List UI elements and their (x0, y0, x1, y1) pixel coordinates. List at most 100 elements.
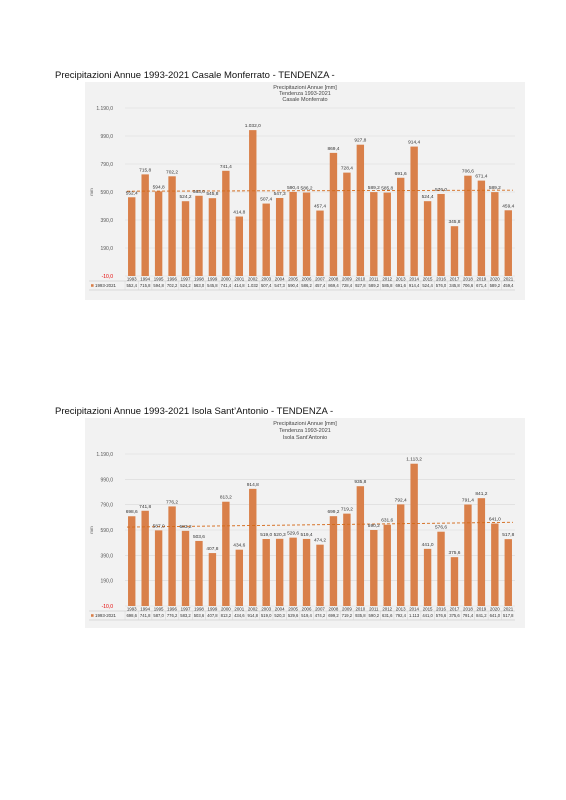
bar (235, 216, 244, 276)
data-label: 590,4 (287, 185, 299, 191)
bar (356, 486, 365, 606)
data-label: 529,6 (287, 531, 299, 537)
data-label: 698,6 (126, 509, 138, 515)
x-tick-label: 2003 (261, 277, 271, 282)
y-tick-label: 590,0 (100, 190, 113, 196)
y-tick-label: -10,0 (102, 604, 114, 610)
data-label: 414,8 (233, 210, 245, 216)
chart-title-line: Precipitazioni Annue [mm] (273, 421, 337, 427)
table-cell: 841,2 (476, 613, 487, 618)
x-tick-label: 2016 (436, 607, 446, 612)
trend-line (126, 189, 514, 192)
table-cell: 576,6 (436, 613, 447, 618)
x-tick-label: 1997 (181, 607, 191, 612)
data-label: 583,2 (180, 524, 192, 530)
x-tick-label: 2005 (288, 607, 298, 612)
y-tick-label: 190,0 (100, 246, 113, 252)
data-label: 576,0 (435, 187, 447, 193)
bar (437, 531, 445, 606)
table-cell: 457,4 (315, 283, 326, 288)
bar-chart-isola: Precipitazioni Annue [mm]Tendenza 1993-2… (89, 421, 515, 621)
table-cell: 869,4 (328, 283, 339, 288)
bar (450, 557, 459, 606)
legend-swatch (91, 614, 94, 617)
table-cell: 375,6 (449, 613, 460, 618)
data-label: 741,4 (220, 164, 232, 170)
bar (504, 210, 512, 276)
bar (316, 210, 324, 276)
y-tick-label: 390,0 (100, 218, 113, 224)
data-label: 841,2 (475, 491, 487, 497)
y-tick-label: 190,0 (100, 579, 113, 585)
table-cell: 698,6 (126, 613, 137, 618)
table-cell: 719,2 (342, 613, 353, 618)
x-tick-label: 2010 (355, 277, 365, 282)
x-tick-label: 2016 (436, 277, 446, 282)
data-label: 519,4 (301, 532, 313, 538)
x-tick-label: 2006 (302, 607, 312, 612)
x-tick-label: 2003 (261, 607, 271, 612)
chart-heading-isola: Precipitazioni Annue 1993-2021 Isola San… (55, 406, 334, 417)
chart-title-line: Isola Sant’Antonio (283, 435, 327, 441)
y-tick-label: 990,0 (100, 477, 113, 483)
bar (491, 523, 499, 606)
bar (208, 553, 217, 606)
table-cell: 715,8 (140, 283, 151, 288)
bar (370, 192, 378, 276)
x-tick-label: 2018 (463, 277, 473, 282)
x-tick-label: 2021 (503, 277, 513, 282)
table-cell: 459,4 (503, 283, 514, 288)
bar (181, 201, 190, 276)
table-cell: 935,8 (355, 613, 366, 618)
table-cell: 545,8 (207, 283, 218, 288)
data-label: 587,0 (153, 523, 165, 529)
chart-heading-casale: Precipitazioni Annue 1993-2021 Casale Mo… (55, 70, 335, 81)
table-cell: 503,6 (194, 613, 205, 618)
x-tick-label: 1999 (208, 277, 218, 282)
x-tick-label: 1996 (167, 277, 177, 282)
bar (302, 192, 311, 276)
data-label: 719,2 (341, 507, 353, 513)
bar (396, 177, 405, 276)
table-cell: 641,0 (490, 613, 501, 618)
bar (168, 176, 176, 276)
x-tick-label: 2019 (476, 277, 486, 282)
table-cell: 699,2 (328, 613, 339, 618)
chart-title-line: Tendenza 1993-2021 (279, 428, 331, 434)
data-label: 547,3 (274, 191, 286, 197)
data-label: 520,3 (274, 532, 286, 538)
table-cell: 776,2 (167, 613, 178, 618)
data-label: 791,4 (462, 497, 474, 503)
y-tick-label: 790,0 (100, 162, 113, 168)
x-tick-label: 2012 (382, 607, 392, 612)
data-label: 706,6 (462, 169, 474, 175)
x-tick-label: 2014 (409, 607, 419, 612)
bar (195, 540, 203, 606)
x-tick-label: 2008 (329, 607, 339, 612)
x-tick-label: 1995 (154, 277, 164, 282)
x-tick-label: 1998 (194, 607, 204, 612)
chart-title-line: Precipitazioni Annue [mm] (273, 85, 337, 91)
x-tick-label: 1999 (208, 607, 218, 612)
bar (410, 146, 418, 276)
x-tick-label: 2006 (302, 277, 312, 282)
x-tick-label: 2000 (221, 277, 231, 282)
table-cell: 741,4 (221, 283, 232, 288)
table-cell: 586,2 (301, 283, 312, 288)
bar (329, 152, 338, 276)
bar (504, 539, 512, 606)
data-label: 1.113,2 (406, 457, 422, 463)
x-tick-label: 2017 (450, 277, 460, 282)
bar (343, 172, 351, 276)
bar (262, 538, 270, 606)
y-axis-label: mm (89, 188, 94, 196)
x-tick-label: 2009 (342, 277, 352, 282)
table-cell: 519,4 (301, 613, 312, 618)
table-cell: 576,0 (436, 283, 447, 288)
bar (370, 529, 378, 606)
bar (195, 195, 203, 276)
y-tick-label: 1.190,0 (96, 452, 113, 458)
y-tick-label: 990,0 (100, 134, 113, 140)
x-tick-label: 2012 (382, 277, 392, 282)
bar (289, 537, 297, 606)
